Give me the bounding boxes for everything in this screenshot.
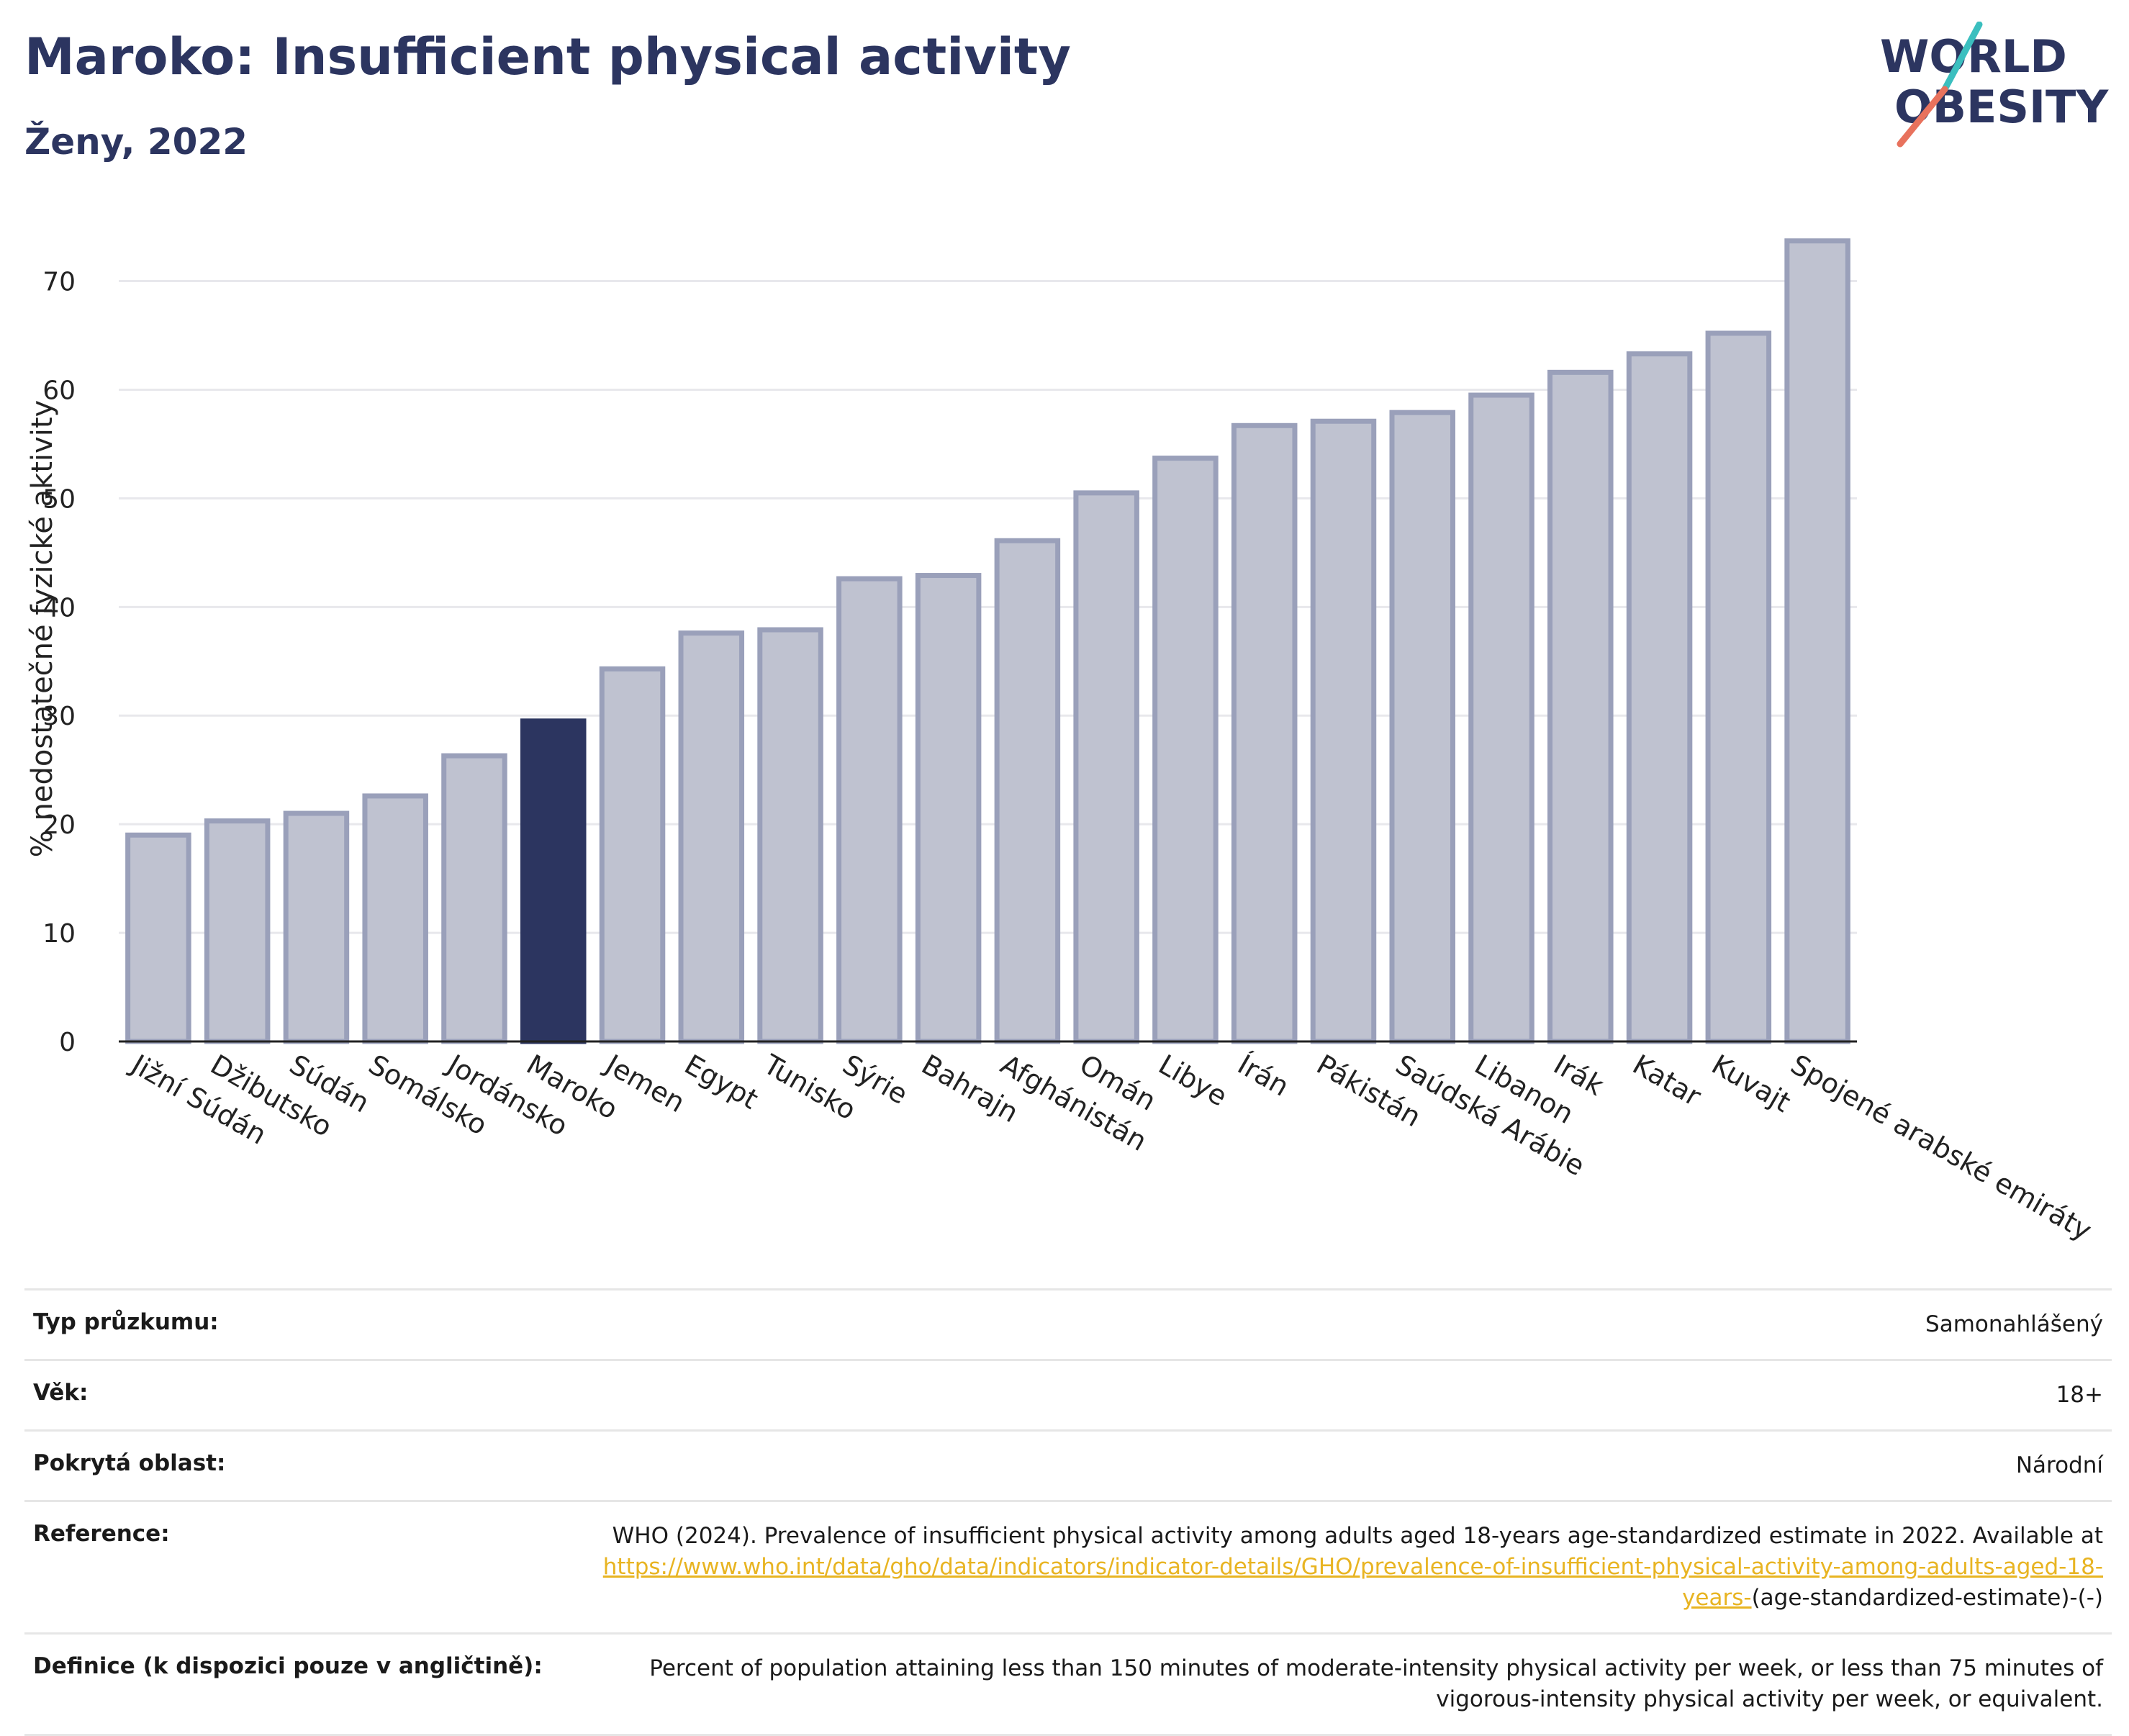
- chart-title: Maroko: Insufficient physical activity: [24, 27, 1071, 86]
- y-tick-label: 60: [42, 376, 76, 405]
- reference-suffix: (age-standardized-estimate)-(-): [1751, 1585, 2103, 1611]
- age-value: 18+: [2056, 1382, 2103, 1408]
- world-obesity-logo: WORLD OBESITY: [1880, 22, 2109, 148]
- chart-subtitle: Ženy, 2022: [24, 121, 248, 163]
- age-row: Věk: 18+: [24, 1359, 2112, 1429]
- bar: [678, 630, 745, 1044]
- x-tick-label: Egypt: [679, 1049, 764, 1116]
- x-tick-label: Írán: [1232, 1049, 1294, 1103]
- reference-text: WHO (2024). Prevalence of insufficient p…: [612, 1523, 2103, 1549]
- reference-row: Reference: WHO (2024). Prevalence of ins…: [24, 1500, 2112, 1632]
- y-tick-label: 20: [42, 810, 76, 840]
- logo-slash-coral: [1897, 86, 1948, 148]
- age-label: Věk:: [33, 1380, 89, 1406]
- bar: [757, 627, 823, 1044]
- reference-label: Reference:: [33, 1521, 170, 1547]
- reference-link[interactable]: https://www.who.int/data/gho/data/indica…: [602, 1554, 2103, 1611]
- x-tick-label: Spojené arabské emiráty: [1786, 1049, 2097, 1247]
- survey-type-label: Typ průzkumu:: [33, 1309, 219, 1335]
- bar: [1468, 392, 1534, 1044]
- bar: [1705, 330, 1772, 1044]
- definition-label: Definice (k dispozici pouze v angličtině…: [33, 1653, 543, 1679]
- bar: [599, 666, 666, 1044]
- bar: [1547, 369, 1614, 1044]
- definition-row: Definice (k dispozici pouze v angličtině…: [24, 1632, 2112, 1736]
- metadata-table: Typ průzkumu: Samonahlášený Věk: 18+ Pok…: [24, 1288, 2112, 1736]
- bar-chart: 0 10 20 30 40 50 60 70 % nedostatečné fyzické ak…: [26, 238, 2097, 1247]
- bar: [915, 573, 982, 1044]
- bar: [1784, 238, 1850, 1044]
- bar: [1389, 410, 1456, 1044]
- y-axis-title: % nedostatečné fyzické aktivity: [26, 400, 59, 857]
- bar: [1626, 351, 1693, 1044]
- logo-slash-teal: [1941, 22, 1983, 93]
- y-tick-label: 70: [42, 268, 76, 297]
- bar: [1152, 456, 1219, 1044]
- reference-value: WHO (2024). Prevalence of insufficient p…: [592, 1521, 2103, 1614]
- bar: [1310, 418, 1377, 1044]
- bar: [1231, 422, 1298, 1044]
- bar: [994, 538, 1061, 1044]
- area-value: Národní: [2015, 1452, 2103, 1478]
- bar: [362, 793, 428, 1044]
- y-tick-label: 0: [59, 1028, 76, 1057]
- x-tick-label: Kuvajt: [1707, 1049, 1796, 1118]
- survey-type-row: Typ průzkumu: Samonahlášený: [24, 1288, 2112, 1359]
- y-tick-label: 40: [42, 593, 76, 623]
- area-row: Pokrytá oblast: Národní: [24, 1429, 2112, 1500]
- bar: [836, 576, 903, 1044]
- bar: [441, 753, 507, 1044]
- y-tick-label: 50: [42, 484, 76, 514]
- definition-value: Percent of population attaining less tha…: [649, 1655, 2103, 1712]
- area-label: Pokrytá oblast:: [33, 1450, 226, 1476]
- bar: [520, 718, 587, 1044]
- bar: [283, 810, 350, 1044]
- survey-type-value: Samonahlášený: [1925, 1311, 2103, 1337]
- bar: [204, 818, 271, 1044]
- y-tick-label: 30: [42, 702, 76, 731]
- bar: [1073, 490, 1139, 1044]
- x-tick-label: Libye: [1153, 1049, 1232, 1113]
- y-tick-label: 10: [42, 919, 76, 949]
- bar: [125, 832, 191, 1044]
- x-tick-label: Katar: [1627, 1049, 1707, 1113]
